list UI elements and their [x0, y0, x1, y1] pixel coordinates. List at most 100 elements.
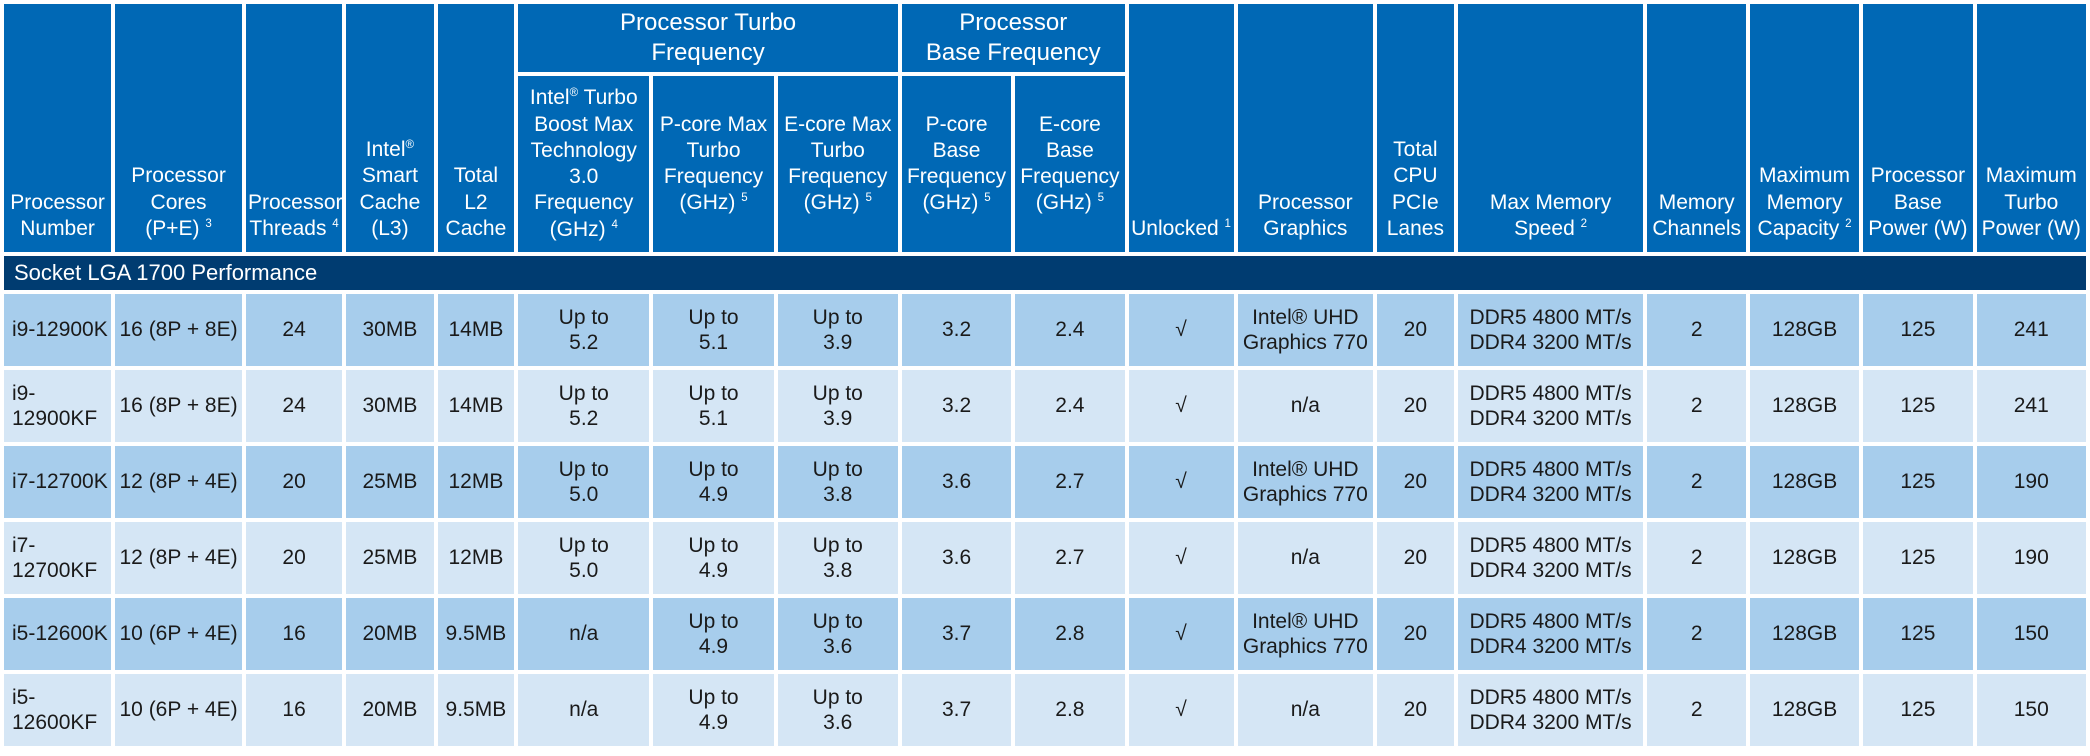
cell-cores: 16 (8P + 8E) — [115, 370, 242, 442]
cell-l2_cache: 12MB — [438, 446, 515, 518]
cell-base_power: 125 — [1863, 446, 1972, 518]
cell-mem_channels: 2 — [1647, 294, 1745, 366]
cell-threads: 16 — [246, 598, 342, 670]
cell-smart_cache: 20MB — [346, 598, 433, 670]
cell-e_base: 2.8 — [1015, 598, 1124, 670]
column-header-graphics: ProcessorGraphics — [1238, 4, 1374, 252]
cell-p_turbo: Up to 4.9 — [653, 446, 773, 518]
column-header-unlocked: Unlocked 1 — [1129, 4, 1234, 252]
cell-turbo_max30: n/a — [518, 598, 649, 670]
column-header-turbo_power: MaximumTurboPower (W) — [1977, 4, 2086, 252]
column-header-base_power: ProcessorBasePower (W) — [1863, 4, 1972, 252]
cell-e_turbo: Up to 3.8 — [778, 446, 898, 518]
table-row: i7-12700KF12 (8P + 4E) 20 25MB12MBUp to 5.… — [4, 522, 2086, 594]
column-header-smart_cache: Intel®SmartCache(L3) — [346, 4, 433, 252]
column-header-cores: ProcessorCores(P+E) 3 — [115, 4, 242, 252]
cell-unlocked: √ — [1129, 522, 1234, 594]
cell-base_power: 125 — [1863, 598, 1972, 670]
cell-p_base: 3.2 — [902, 370, 1011, 442]
cell-l2_cache: 12MB — [438, 522, 515, 594]
cell-unlocked: √ — [1129, 674, 1234, 746]
cell-graphics: n/a — [1238, 522, 1374, 594]
cell-e_turbo: Up to 3.6 — [778, 674, 898, 746]
section-title: Socket LGA 1700 Performance — [4, 256, 2086, 290]
cell-p_base: 3.2 — [902, 294, 1011, 366]
cell-threads: 20 — [246, 446, 342, 518]
table-body: Socket LGA 1700 Performancei9-12900K16 (… — [4, 256, 2086, 746]
header-group-turbo: Processor Turbo Frequency — [518, 4, 898, 72]
cell-pcie: 20 — [1377, 522, 1454, 594]
cell-proc_number: i5-12600KF — [4, 674, 111, 746]
cell-pcie: 20 — [1377, 598, 1454, 670]
cell-e_turbo: Up to 3.9 — [778, 370, 898, 442]
cell-e_turbo: Up to 3.8 — [778, 522, 898, 594]
cell-cores: 16 (8P + 8E) — [115, 294, 242, 366]
cell-base_power: 125 — [1863, 674, 1972, 746]
cell-mem_speed: DDR5 4800 MT/s DDR4 3200 MT/s — [1458, 446, 1644, 518]
cell-base_power: 125 — [1863, 294, 1972, 366]
cell-proc_number: i9-12900KF — [4, 370, 111, 442]
cell-smart_cache: 30MB — [346, 370, 433, 442]
cell-p_turbo: Up to 4.9 — [653, 674, 773, 746]
cell-pcie: 20 — [1377, 370, 1454, 442]
cell-graphics: n/a — [1238, 370, 1374, 442]
cell-smart_cache: 25MB — [346, 522, 433, 594]
column-header-pcie: TotalCPUPCIeLanes — [1377, 4, 1454, 252]
cell-proc_number: i7-12700K — [4, 446, 111, 518]
cell-p_turbo: Up to 4.9 — [653, 598, 773, 670]
cell-proc_number: i7-12700KF — [4, 522, 111, 594]
table-row: i5-12600K10 (6P + 4E)1620MB9.5MBn/aUp to… — [4, 598, 2086, 670]
column-header-p_turbo: P-core MaxTurboFrequency(GHz) 5 — [653, 76, 773, 252]
cell-e_base: 2.7 — [1015, 522, 1124, 594]
cell-mem_capacity: 128GB — [1750, 522, 1859, 594]
cell-p_base: 3.7 — [902, 598, 1011, 670]
cell-p_base: 3.6 — [902, 522, 1011, 594]
cell-turbo_max30: Up to 5.0 — [518, 446, 649, 518]
cell-threads: 16 — [246, 674, 342, 746]
cell-turbo_power: 241 — [1977, 370, 2086, 442]
column-header-p_base: P-coreBaseFrequency(GHz) 5 — [902, 76, 1011, 252]
cell-smart_cache: 25MB — [346, 446, 433, 518]
cell-l2_cache: 14MB — [438, 294, 515, 366]
cell-l2_cache: 14MB — [438, 370, 515, 442]
cell-graphics: n/a — [1238, 674, 1374, 746]
cell-turbo_power: 150 — [1977, 598, 2086, 670]
cell-cores: 12 (8P + 4E) — [115, 446, 242, 518]
header-group-base: Processor Base Frequency — [902, 4, 1125, 72]
cell-mem_channels: 2 — [1647, 522, 1745, 594]
cell-cores: 10 (6P + 4E) — [115, 598, 242, 670]
cell-mem_capacity: 128GB — [1750, 446, 1859, 518]
cell-mem_speed: DDR5 4800 MT/s DDR4 3200 MT/s — [1458, 674, 1644, 746]
cell-smart_cache: 20MB — [346, 674, 433, 746]
cell-l2_cache: 9.5MB — [438, 598, 515, 670]
cell-cores: 12 (8P + 4E) — [115, 522, 242, 594]
cell-mem_capacity: 128GB — [1750, 674, 1859, 746]
cell-smart_cache: 30MB — [346, 294, 433, 366]
column-header-e_base: E-coreBaseFrequency(GHz) 5 — [1015, 76, 1124, 252]
cell-e_base: 2.8 — [1015, 674, 1124, 746]
column-header-mem_speed: Max MemorySpeed 2 — [1458, 4, 1644, 252]
cell-mem_capacity: 128GB — [1750, 294, 1859, 366]
cell-base_power: 125 — [1863, 370, 1972, 442]
cell-mem_capacity: 128GB — [1750, 598, 1859, 670]
cell-mem_channels: 2 — [1647, 674, 1745, 746]
cell-mem_speed: DDR5 4800 MT/s DDR4 3200 MT/s — [1458, 522, 1644, 594]
cell-mem_capacity: 128GB — [1750, 370, 1859, 442]
column-header-mem_channels: MemoryChannels — [1647, 4, 1745, 252]
cell-turbo_max30: Up to 5.0 — [518, 522, 649, 594]
cell-pcie: 20 — [1377, 294, 1454, 366]
cell-graphics: Intel® UHD Graphics 770 — [1238, 294, 1374, 366]
column-header-proc_number: ProcessorNumber — [4, 4, 111, 252]
cell-e_base: 2.4 — [1015, 294, 1124, 366]
cell-proc_number: i5-12600K — [4, 598, 111, 670]
cell-mem_channels: 2 — [1647, 370, 1745, 442]
cell-e_base: 2.7 — [1015, 446, 1124, 518]
cell-l2_cache: 9.5MB — [438, 674, 515, 746]
cell-threads: 24 — [246, 370, 342, 442]
cell-turbo_max30: Up to 5.2 — [518, 294, 649, 366]
cell-threads: 24 — [246, 294, 342, 366]
cell-graphics: Intel® UHD Graphics 770 — [1238, 598, 1374, 670]
cell-base_power: 125 — [1863, 522, 1972, 594]
cell-e_turbo: Up to 3.9 — [778, 294, 898, 366]
cell-mem_speed: DDR5 4800 MT/s DDR4 3200 MT/s — [1458, 598, 1644, 670]
